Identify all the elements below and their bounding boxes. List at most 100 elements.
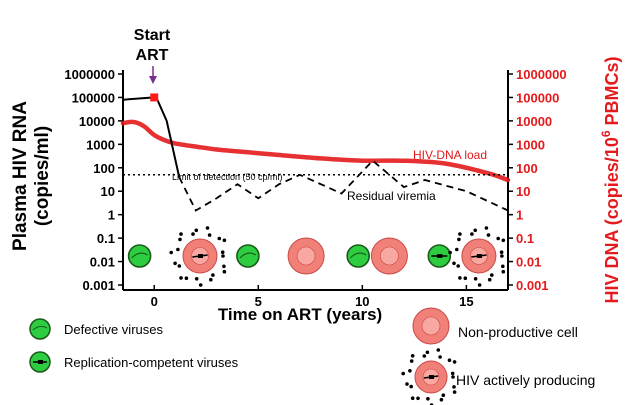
y-tick-label-left: 0.001 — [82, 278, 115, 293]
y-tick-label-left: 1 — [108, 208, 115, 223]
virion-dot — [426, 397, 430, 401]
virion-dot — [179, 276, 183, 280]
series-line-1 — [122, 96, 181, 178]
y-tick-label-left: 0.01 — [90, 255, 115, 270]
y-ticks-right: 1000000 100000 10000 1000 100 10 1 0.1 0.01 0.001 — [508, 67, 567, 293]
defective-virus — [127, 244, 152, 268]
virus-shape — [236, 244, 260, 268]
y-tick-label-right: 0.1 — [516, 231, 534, 246]
virion-dot — [409, 359, 414, 363]
y-tick-label-right: 10000 — [516, 114, 552, 129]
virion-dot — [222, 269, 227, 274]
virion-dot — [499, 250, 504, 254]
producing-cell — [448, 226, 506, 287]
virion-dot — [463, 276, 468, 280]
virion-dot — [409, 384, 413, 389]
virus-genome — [349, 252, 367, 259]
y-tick-label-right: 0.01 — [516, 255, 541, 270]
virus-genome — [239, 252, 257, 259]
left-axis-title-line2: (copies/ml) — [32, 126, 53, 226]
virion-dot — [452, 390, 457, 394]
legend-replication-competent-icon — [29, 351, 51, 373]
producing-cell — [169, 226, 227, 287]
virion-dot — [405, 382, 409, 386]
start-art-label-line2: ART — [136, 47, 169, 64]
virion-dot — [194, 277, 199, 281]
virion-dot — [209, 277, 213, 282]
virion-dot — [184, 276, 189, 280]
right-axis-title-sup: 6 — [599, 130, 613, 137]
virion-dot — [169, 250, 173, 255]
right-axis-title-main: HIV DNA (copies/10 — [602, 137, 622, 303]
y-tick-label-left: 10000 — [79, 114, 115, 129]
virion-dot — [410, 354, 415, 358]
virion-dot — [408, 369, 412, 373]
virus-genome-box — [437, 254, 443, 258]
limit-of-detection-label: Limit of detection (50 cp/ml) — [172, 172, 283, 182]
virion-dot — [455, 247, 459, 252]
y-tick-label-right: 1 — [516, 208, 523, 223]
virion-dot — [217, 236, 222, 241]
virion-dot — [501, 269, 506, 274]
virion-dot — [473, 277, 478, 281]
virion-dot — [416, 396, 420, 401]
virion-dot — [448, 250, 452, 255]
virion-dot — [457, 237, 461, 242]
series-layer — [120, 93, 511, 212]
y-tick-label-right: 1000000 — [516, 67, 567, 82]
y-tick-label-right: 100000 — [516, 90, 559, 105]
virion-dot — [486, 233, 491, 237]
cell-nucleus — [296, 246, 316, 266]
y-tick-label-left: 10 — [101, 184, 115, 199]
provirus-box — [429, 375, 434, 379]
virion-dot — [191, 232, 195, 236]
virion-dot — [470, 232, 474, 236]
y-tick-label-right: 0.001 — [516, 278, 549, 293]
virion-dot — [484, 226, 489, 230]
start-art-arrow — [149, 66, 157, 84]
legend-defective-icon — [29, 318, 51, 340]
y-tick-label-left: 1000 — [86, 137, 115, 152]
provirus-box — [476, 254, 482, 258]
virion-dot — [176, 247, 180, 252]
virus-shape — [127, 244, 152, 268]
virion-dot — [452, 385, 456, 389]
virion-dot — [207, 233, 212, 237]
x-tick-label: 0 — [151, 294, 158, 309]
virion-dot — [222, 264, 226, 269]
virion-dot — [177, 264, 182, 268]
virion-dot — [425, 350, 430, 355]
legend-producing-label: HIV actively producing — [456, 372, 595, 388]
start-art-label-line1: Start — [134, 27, 171, 44]
defective-virus — [236, 244, 260, 268]
virion-dot — [221, 254, 225, 258]
x-tick-label: 10 — [355, 294, 369, 309]
virion-dot — [438, 355, 442, 359]
virion-dot — [473, 228, 477, 233]
virion-dot — [222, 238, 227, 243]
left-axis-title: Plasma HIV RNA (copies/ml) — [10, 101, 53, 251]
y-tick-label-right: 100 — [516, 161, 538, 176]
virion-dot — [456, 264, 460, 268]
x-axis-title: Time on ART (years) — [218, 305, 382, 324]
y-ticks-left: 1000000 100000 10000 1000 100 10 1 0.1 0.01 0.001 — [64, 67, 123, 293]
virion-dot — [487, 277, 492, 282]
virion-dot — [178, 237, 182, 242]
virion-dot — [458, 232, 462, 236]
virion-dot — [179, 232, 183, 236]
virion-dot — [194, 228, 199, 233]
virion-dot — [205, 226, 210, 230]
legend-non-productive-icon — [412, 307, 450, 345]
virion-dot — [220, 250, 225, 254]
non-productive-cell — [287, 237, 325, 275]
cell-nucleus — [380, 246, 399, 266]
right-axis-title: HIV DNA (copies/106 PBMCs) — [599, 56, 622, 303]
virion-dot — [450, 371, 455, 376]
virion-dot — [458, 276, 462, 280]
legend: Defective viruses Replication-competent … — [29, 307, 595, 405]
series-line-0 — [120, 119, 511, 183]
y-tick-label-right: 10 — [516, 184, 530, 199]
virion-dot — [452, 360, 457, 364]
virion-dot — [501, 264, 505, 269]
